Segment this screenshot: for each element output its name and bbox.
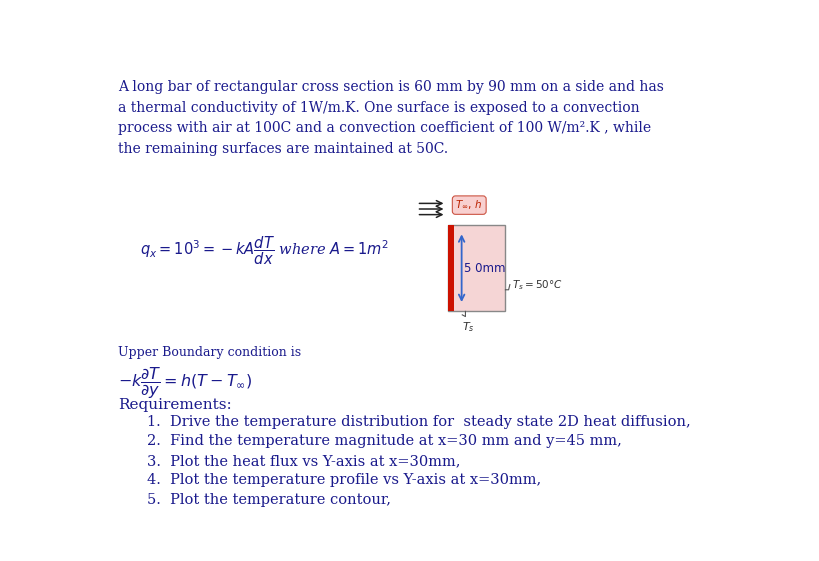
Text: Upper Boundary condition is: Upper Boundary condition is: [118, 346, 301, 359]
Text: $T_\infty,\, h$: $T_\infty,\, h$: [455, 199, 483, 211]
Text: 1.  Drive the temperature distribution for  steady state 2D heat diffusion,: 1. Drive the temperature distribution fo…: [147, 415, 690, 429]
Text: 3.  Plot the heat flux vs Y-axis at x=30mm,: 3. Plot the heat flux vs Y-axis at x=30m…: [147, 454, 460, 468]
Text: Requirements:: Requirements:: [118, 398, 232, 412]
Text: $-k\dfrac{\partial T}{\partial y} = h(T - T_\infty)$: $-k\dfrac{\partial T}{\partial y} = h(T …: [118, 365, 253, 401]
Bar: [448, 225, 454, 311]
Text: 5 0mm: 5 0mm: [464, 261, 505, 275]
Text: $q_x = 10^3 = -kA\dfrac{dT}{dx}$ where $A = 1m^2$: $q_x = 10^3 = -kA\dfrac{dT}{dx}$ where $…: [141, 234, 390, 267]
Bar: [448, 225, 505, 311]
Text: 5.  Plot the temperature contour,: 5. Plot the temperature contour,: [147, 493, 391, 507]
Text: $T_s$: $T_s$: [462, 320, 475, 334]
Text: 2.  Find the temperature magnitude at x=30 mm and y=45 mm,: 2. Find the temperature magnitude at x=3…: [147, 434, 622, 448]
Text: $T_s = 50°C$: $T_s = 50°C$: [512, 278, 563, 292]
Text: 4.  Plot the temperature profile vs Y-axis at x=30mm,: 4. Plot the temperature profile vs Y-axi…: [147, 473, 541, 488]
Text: A long bar of rectangular cross section is 60 mm by 90 mm on a side and has
a th: A long bar of rectangular cross section …: [118, 80, 664, 156]
